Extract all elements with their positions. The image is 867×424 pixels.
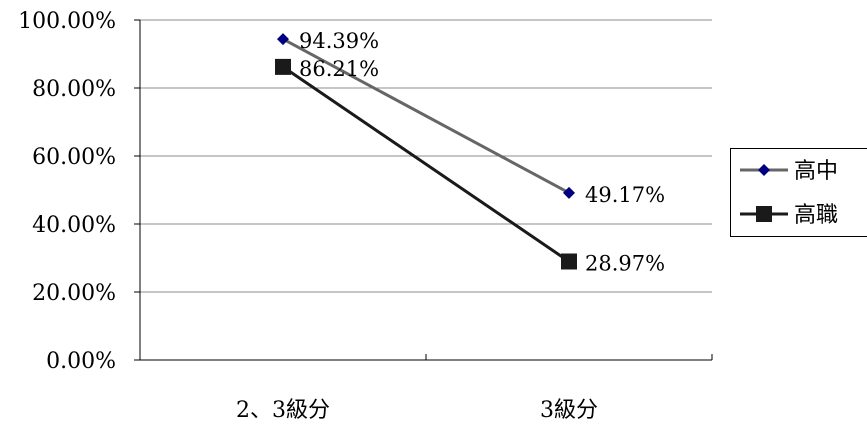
axes: 0.00% 20.00% 40.00% 60.00% 80.00% 100.00% 2、3級… <box>18 9 713 423</box>
data-point-marker <box>277 33 289 46</box>
y-tick-label: 80.00% <box>32 77 116 102</box>
x-category-label: 3級分 <box>540 398 598 423</box>
data-label: 94.39% <box>299 29 379 53</box>
data-point-marker <box>563 186 575 199</box>
legend-label: 高職 <box>794 203 838 228</box>
y-tick-label: 20.00% <box>32 281 116 306</box>
y-tick-label: 40.00% <box>32 213 116 238</box>
gridlines <box>140 19 712 293</box>
data-label: 86.21% <box>299 57 379 81</box>
legend-marker <box>756 206 772 222</box>
y-tick-label: 0.00% <box>46 349 116 374</box>
series-line-1 <box>282 37 570 195</box>
data-point-marker <box>275 58 291 75</box>
data-label: 28.97% <box>585 252 665 276</box>
data-point-marker <box>561 253 577 270</box>
y-tick-label: 60.00% <box>32 145 116 170</box>
legend-label: 高中 <box>794 159 838 184</box>
legend-marker <box>758 164 770 176</box>
series <box>275 33 577 270</box>
legend-box <box>730 148 867 237</box>
data-labels: 94.39% 49.17% 86.21% 28.97% <box>299 29 665 275</box>
y-tick-label: 100.00% <box>18 9 116 34</box>
x-category-label: 2、3級分 <box>236 398 330 423</box>
data-label: 49.17% <box>585 183 665 207</box>
series-line-2 <box>282 65 570 263</box>
